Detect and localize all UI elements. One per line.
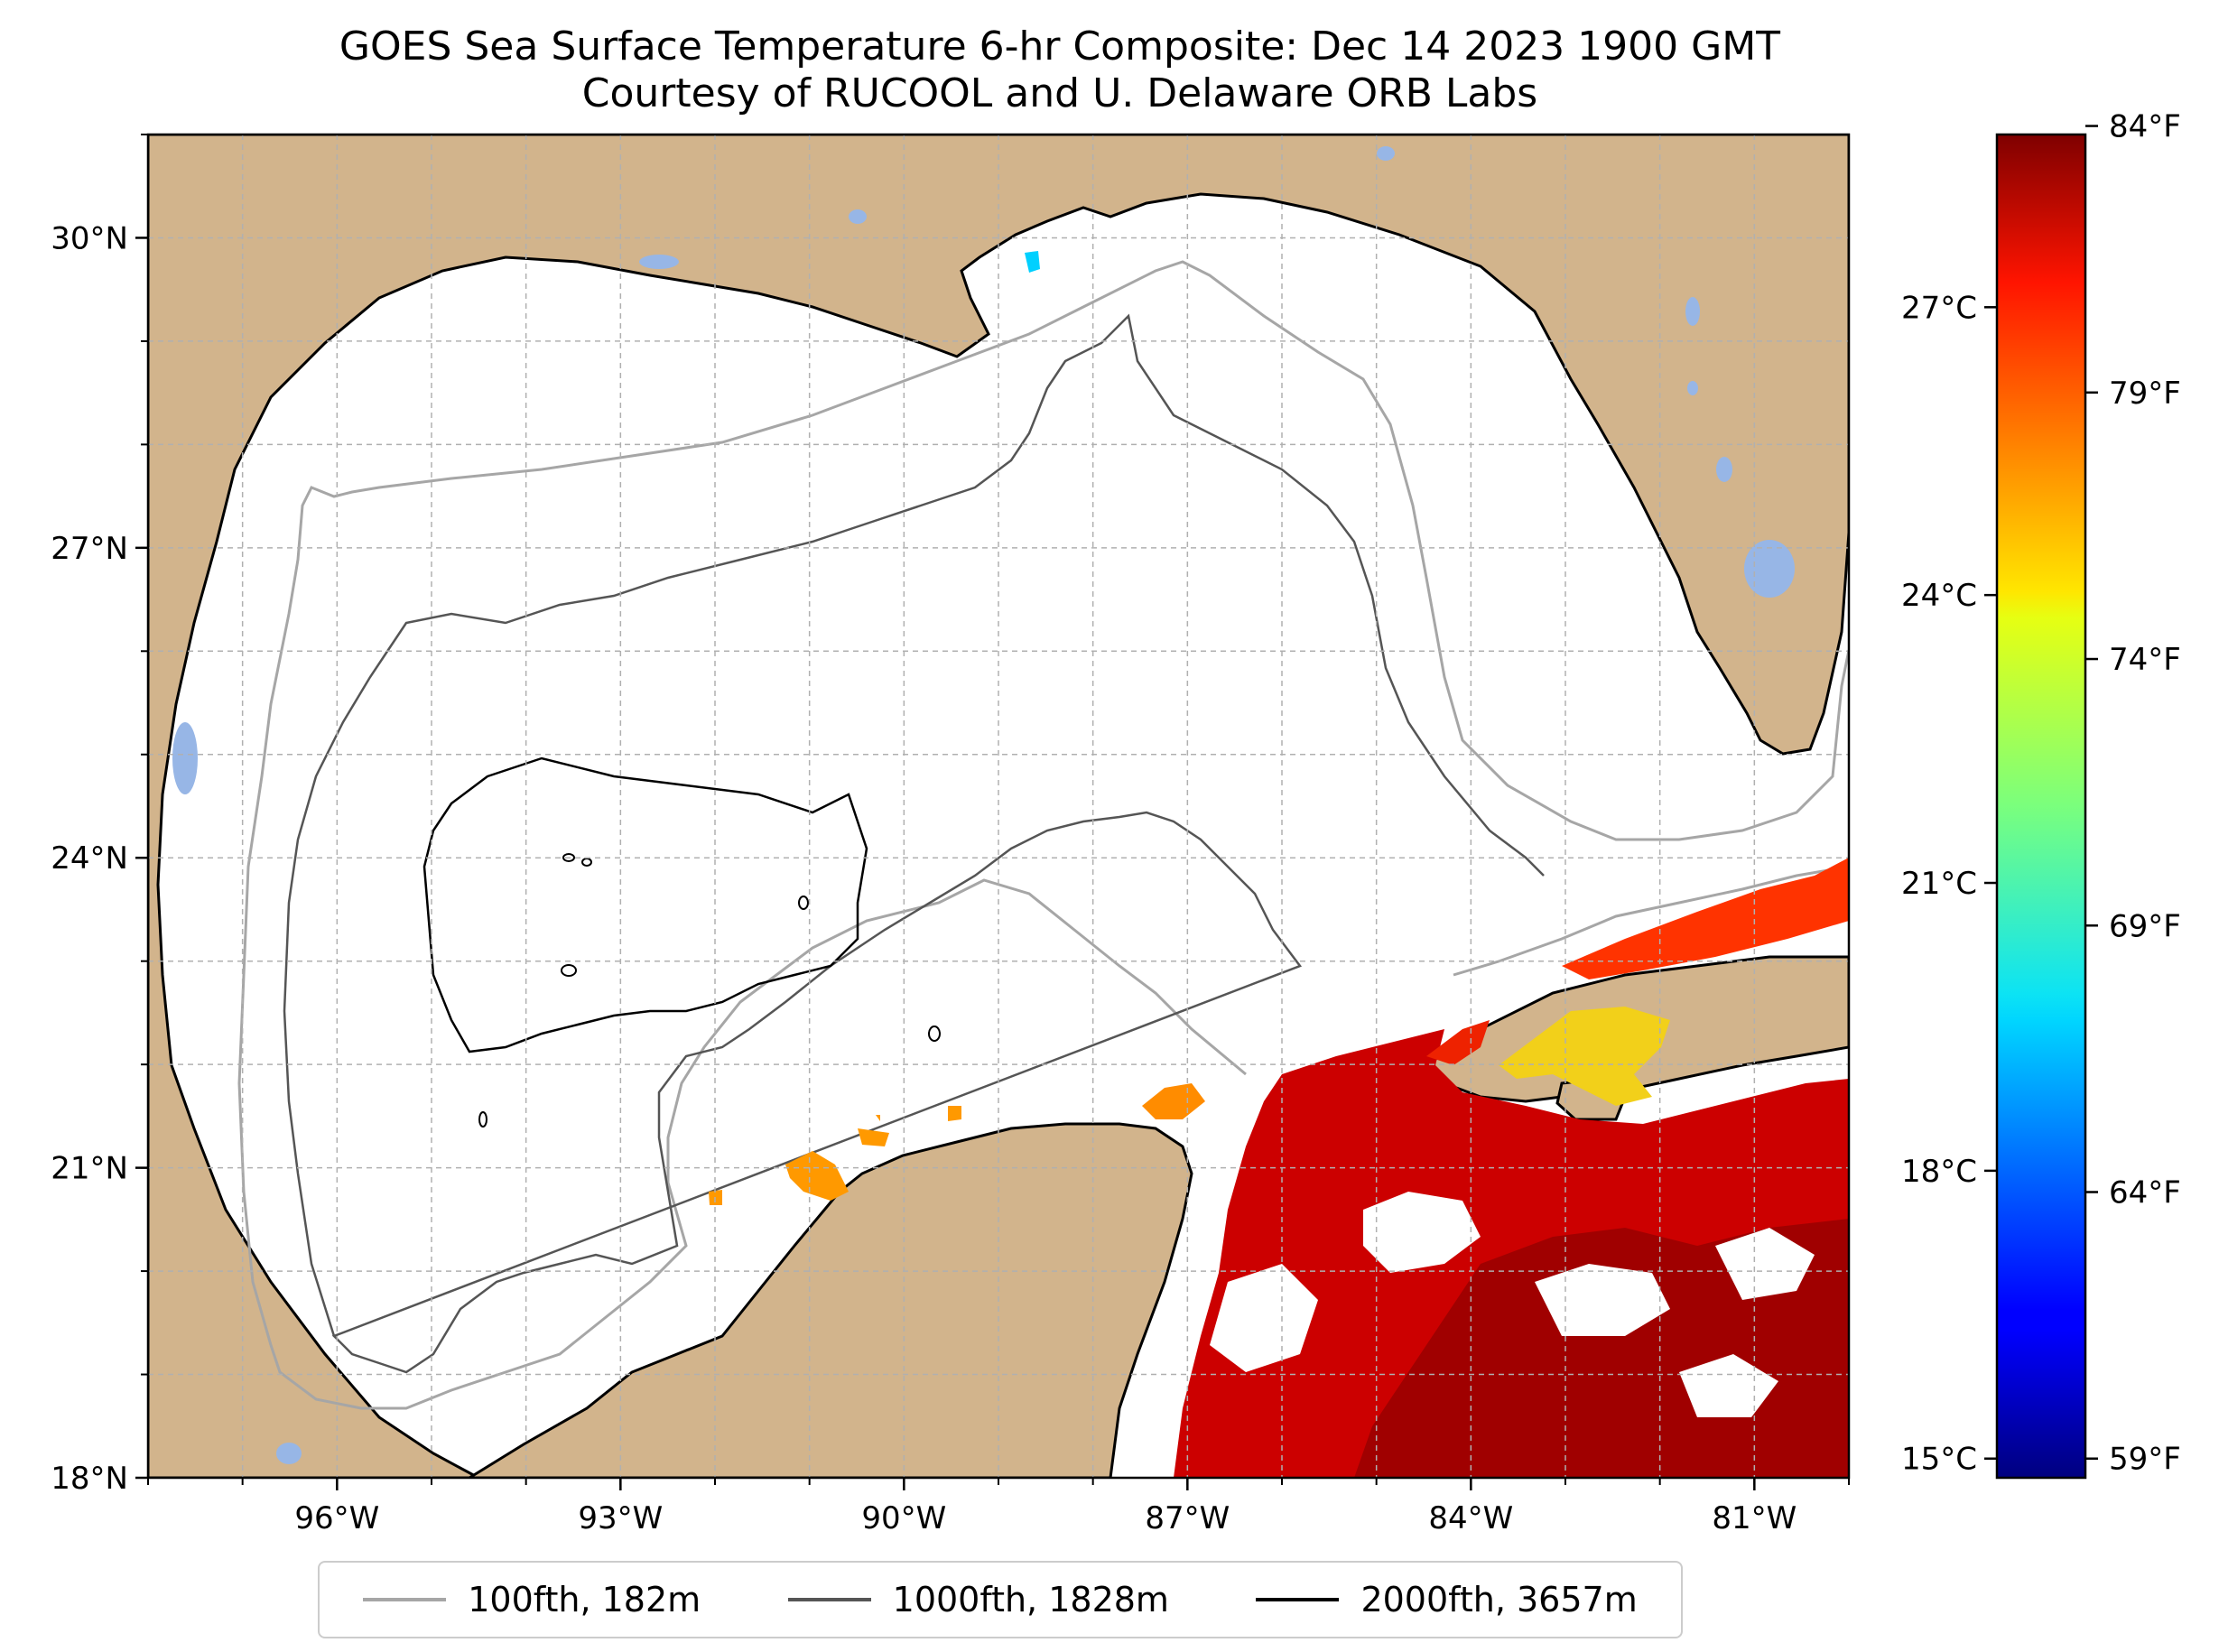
- colorbar-gradient: [1995, 133, 2087, 1480]
- land-yucatan-peninsula: [467, 1122, 1193, 1478]
- colorbar-fahrenheit-label: 79°F: [2109, 376, 2181, 412]
- colorbar: 27°C 24°C 21°C 18°C 15°C 84°F 79°F 74°F 69°F 64°…: [1901, 109, 2181, 1480]
- colorbar-fahrenheit-label: 74°F: [2109, 642, 2181, 678]
- lon-tick-label: 81°W: [1712, 1500, 1797, 1536]
- legend-label-100fth: 100fth, 182m: [468, 1580, 701, 1620]
- legend-swatch-1000fth: [787, 1598, 871, 1601]
- inland-water-bodies: [172, 146, 1795, 1464]
- legend-swatch-2000fth: [1256, 1598, 1340, 1601]
- map-panel: 96°W 93°W 90°W 87°W 84°W 81°W 30°N 27°N 24°N 21°…: [51, 133, 1851, 1536]
- isobath-1000fth: [283, 313, 1545, 1374]
- lon-tick-label: 93°W: [578, 1500, 663, 1536]
- legend-label-2000fth: 2000fth, 3657m: [1360, 1580, 1638, 1620]
- colorbar-fahrenheit-label: 84°F: [2109, 109, 2181, 145]
- sst-patch-orange-campeche: [709, 1106, 961, 1205]
- colorbar-fahrenheit-label: 59°F: [2109, 1442, 2181, 1478]
- gridlines: [148, 135, 1849, 1478]
- map-subtitle: Courtesy of RUCOOL and U. Delaware ORB L…: [581, 70, 1538, 116]
- lat-tick-label: 30°N: [51, 220, 128, 256]
- lon-tick-label: 96°W: [294, 1500, 379, 1536]
- colorbar-celsius-label: 24°C: [1901, 578, 1977, 614]
- lat-tick-label: 24°N: [51, 840, 128, 877]
- longitude-axis: 96°W 93°W 90°W 87°W 84°W 81°W: [147, 1478, 1850, 1536]
- lon-tick-label: 90°W: [861, 1500, 946, 1536]
- sst-data-layer: [709, 251, 1849, 1478]
- colorbar-celsius-label: 21°C: [1901, 866, 1977, 902]
- isobath-2000fth-islands: [478, 853, 941, 1128]
- colorbar-celsius-label: 27°C: [1901, 290, 1977, 326]
- lat-tick-label: 27°N: [51, 531, 128, 567]
- colorbar-celsius-axis: 27°C 24°C 21°C 18°C 15°C: [1901, 290, 1997, 1478]
- lon-tick-label: 84°W: [1428, 1500, 1513, 1536]
- sst-patch-cyan-mississippi: [1025, 251, 1040, 273]
- colorbar-fahrenheit-label: 69°F: [2109, 908, 2181, 944]
- sst-gaps: [1210, 1192, 1815, 1417]
- sst-patch-yellow-cuba: [1499, 1007, 1670, 1106]
- sst-patch-red-west-cuba: [1426, 1020, 1490, 1065]
- legend-label-1000fth: 1000fth, 1828m: [892, 1580, 1169, 1620]
- lat-tick-label: 21°N: [51, 1151, 128, 1187]
- lat-tick-label: 18°N: [51, 1461, 128, 1497]
- isobath-100fth: [237, 260, 1849, 1410]
- isobath-2000fth: [422, 756, 868, 1053]
- legend-swatch-100fth: [363, 1598, 447, 1601]
- colorbar-celsius-label: 15°C: [1901, 1442, 1977, 1478]
- bathymetry-legend: 100fth, 182m 1000fth, 1828m 2000fth, 365…: [318, 1561, 1683, 1638]
- sst-patch-orange-yucatan: [1142, 1083, 1205, 1119]
- map-title: GOES Sea Surface Temperature 6-hr Compos…: [339, 23, 1781, 70]
- colorbar-celsius-label: 18°C: [1901, 1154, 1977, 1190]
- sst-patch-orange-red-north-cuba: [1562, 858, 1849, 979]
- legend-item-100fth: 100fth, 182m: [363, 1580, 701, 1620]
- latitude-axis: 30°N 27°N 24°N 21°N 18°N: [51, 134, 148, 1497]
- land-us-gulf-coast: [148, 135, 1849, 1478]
- colorbar-fahrenheit-axis: 84°F 79°F 74°F 69°F 64°F 59°F: [2085, 109, 2181, 1478]
- colorbar-fahrenheit-label: 64°F: [2109, 1175, 2181, 1211]
- legend-item-1000fth: 1000fth, 1828m: [787, 1580, 1169, 1620]
- legend-item-2000fth: 2000fth, 3657m: [1256, 1580, 1638, 1620]
- lon-tick-label: 87°W: [1145, 1500, 1230, 1536]
